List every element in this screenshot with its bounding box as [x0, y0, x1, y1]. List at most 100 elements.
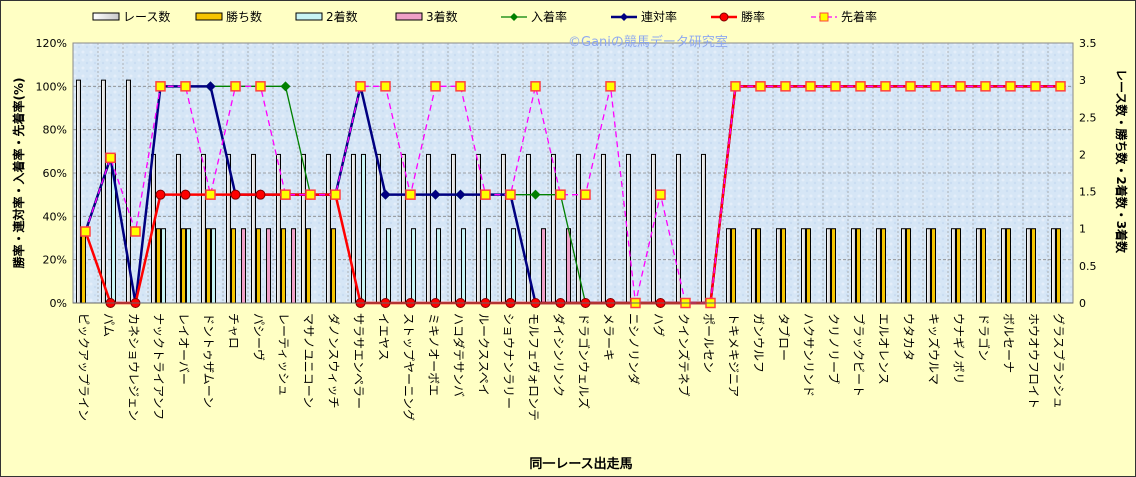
win-count-bar — [956, 228, 961, 304]
y-left-tick-label: 80% — [43, 124, 67, 137]
win-count-bar — [156, 228, 161, 304]
senchaku-rate-point — [305, 189, 316, 200]
x-tick-label: ウナギノボリ — [952, 313, 966, 385]
rentai-rate-point — [380, 189, 391, 200]
race-count-bar — [401, 153, 406, 304]
y-right-tick-label: 1 — [1079, 223, 1086, 236]
x-tick-label: ハコダテサンバ — [452, 313, 467, 397]
win-count-bar — [181, 228, 186, 304]
win-count-bar — [906, 228, 911, 304]
x-tick-label: ニシノリンダ — [627, 313, 642, 385]
senchaku-rate-point — [330, 189, 341, 200]
second-count-bar — [386, 228, 391, 304]
legend-swatch-win-count-bar — [195, 12, 223, 21]
race-count-bar — [701, 153, 706, 304]
senchaku-rate-point — [430, 81, 441, 92]
x-tick-label: キッズウルマ — [927, 313, 942, 385]
senchaku-rate-point — [230, 81, 241, 92]
race-count-bar — [251, 153, 256, 304]
x-tick-label: ルークススペイ — [477, 313, 491, 396]
x-tick-label: レーティッシュ — [277, 313, 291, 396]
win-count-bar — [1031, 228, 1036, 304]
race-count-bar — [551, 153, 556, 304]
race-count-bar — [601, 153, 606, 304]
senchaku-rate-point — [480, 189, 491, 200]
win-rate-point — [180, 189, 191, 200]
race-count-bar — [201, 153, 206, 304]
third-count-bar — [541, 228, 546, 304]
senchaku-rate-point — [355, 81, 366, 92]
x-tick-label: ショウナンラリー — [502, 313, 516, 409]
senchaku-rate-point — [555, 189, 566, 200]
x-tick-label: ダイシンリンク — [552, 313, 567, 397]
win-count-bar — [856, 228, 861, 304]
legend-swatch-second-count-bar — [295, 12, 323, 21]
senchaku-rate-point — [1055, 81, 1066, 92]
x-tick-label: ポールセン — [702, 313, 716, 373]
senchaku-rate-point — [455, 81, 466, 92]
race-count-bar — [776, 228, 781, 304]
race-count-bar — [301, 153, 306, 304]
race-count-bar — [801, 228, 806, 304]
x-tick-label: ナックトライアンフ — [152, 313, 166, 420]
senchaku-rate-point — [80, 226, 91, 237]
third-count-bar — [241, 228, 246, 304]
senchaku-rate-point — [780, 81, 791, 92]
senchaku-rate-point — [1030, 81, 1041, 92]
second-count-bar — [186, 228, 191, 304]
x-tick-label: クインズテネブ — [677, 313, 692, 397]
senchaku-rate-point — [855, 81, 866, 92]
x-tick-label: ボルセーナ — [1002, 313, 1016, 373]
legend-marker — [620, 13, 628, 21]
y-left-tick-label: 100% — [36, 80, 67, 93]
win-count-bar — [231, 228, 236, 304]
win-count-bar — [281, 228, 286, 304]
senchaku-rate-point — [730, 81, 741, 92]
win-count-bar — [306, 228, 311, 304]
watermark: ©Ganiの競馬データ研究室 — [568, 34, 728, 50]
race-count-bar — [1051, 228, 1056, 304]
legend-label: レース数 — [123, 9, 170, 24]
senchaku-rate-point — [180, 81, 191, 92]
legend-marker — [719, 12, 729, 22]
y-right-tick-label: 2.5 — [1079, 111, 1097, 124]
race-count-bar — [326, 153, 331, 304]
race-count-bar — [276, 153, 281, 304]
x-tick-label: ミキノオーボエ — [427, 313, 441, 396]
x-tick-label: グラスブランシュ — [1052, 313, 1067, 409]
second-count-bar — [161, 228, 166, 304]
win-count-bar — [731, 228, 736, 304]
x-tick-label: ハクサンリンド — [802, 313, 816, 397]
senchaku-rate-point — [530, 81, 541, 92]
place-rate-point — [280, 81, 291, 92]
win-count-bar — [931, 228, 936, 304]
senchaku-rate-point — [380, 81, 391, 92]
legend-marker — [510, 13, 518, 21]
second-count-bar — [486, 228, 491, 304]
y-left-tick-label: 40% — [43, 210, 67, 223]
x-tick-label: ストップヤーニング — [402, 313, 416, 421]
third-count-bar — [291, 228, 296, 304]
x-tick-label: ハグ — [652, 313, 666, 337]
race-count-bar — [451, 153, 456, 304]
rentai-rate-point — [430, 189, 441, 200]
win-count-bar — [831, 228, 836, 304]
third-count-bar — [566, 228, 571, 304]
y-right-tick-label: 1.5 — [1079, 186, 1097, 199]
race-count-bar — [226, 153, 231, 304]
win-rate-point — [155, 189, 166, 200]
senchaku-rate-point — [805, 81, 816, 92]
senchaku-rate-point — [880, 81, 891, 92]
x-axis-title: 同一レース出走馬 — [529, 456, 632, 472]
race-count-bar — [626, 153, 631, 304]
y-right-tick-label: 3 — [1079, 74, 1086, 87]
senchaku-rate-point — [655, 189, 666, 200]
x-tick-label: ガンウルフ — [752, 313, 766, 373]
legend-label: 2着数 — [326, 9, 358, 24]
x-tick-label: カネショウレジェン — [127, 313, 141, 421]
win-count-bar — [756, 228, 761, 304]
y-axis-left-title: 勝率・連対率・入着率・先着率(%) — [11, 78, 26, 269]
legend-label: 連対率 — [641, 9, 677, 24]
